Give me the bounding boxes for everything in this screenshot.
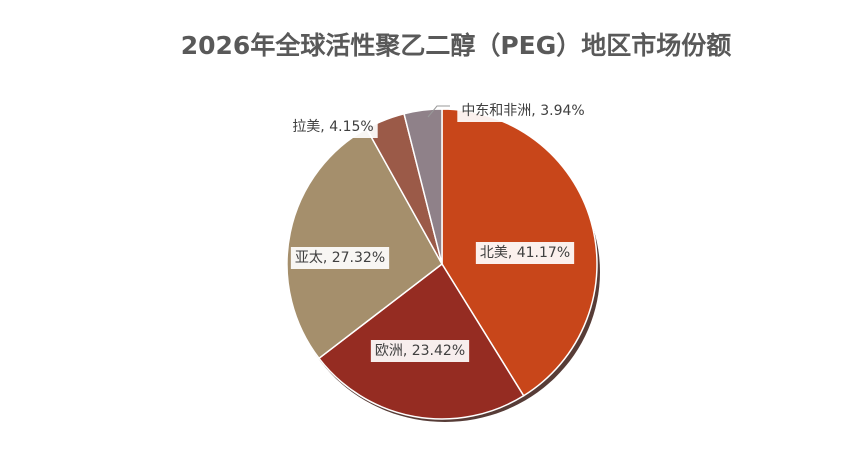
data-label: 拉美, 4.15% <box>292 119 373 135</box>
data-label: 亚太, 27.32% <box>295 250 385 266</box>
data-label-box <box>475 242 575 264</box>
data-label: 中东和非洲, 3.94% <box>461 103 584 119</box>
data-label: 欧洲, 23.42% <box>375 343 465 359</box>
data-label-box <box>457 100 589 122</box>
data-label-box <box>290 247 390 269</box>
chart-title: 2026年全球活性聚乙二醇（PEG）地区市场份额 <box>181 31 732 60</box>
leader-line <box>427 105 450 118</box>
pie-slice <box>403 108 443 265</box>
data-label-box <box>370 340 470 362</box>
pie-slice <box>286 127 443 360</box>
data-label-box <box>288 116 378 138</box>
data-label: 北美, 41.17% <box>480 245 570 261</box>
